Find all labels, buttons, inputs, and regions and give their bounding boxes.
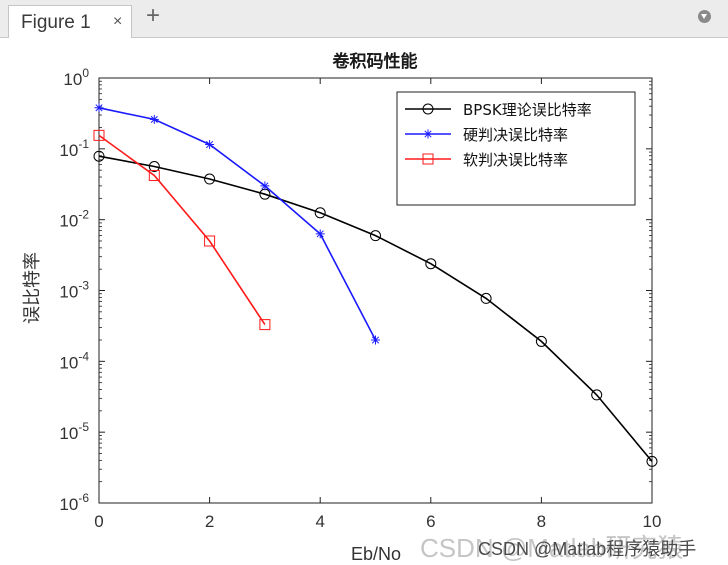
data-point-star bbox=[260, 181, 270, 191]
series-line bbox=[98, 155, 653, 462]
legend-label: 硬判决误比特率 bbox=[463, 126, 568, 144]
data-point-square bbox=[259, 319, 271, 331]
series-layer bbox=[93, 103, 658, 467]
series-line bbox=[98, 134, 266, 326]
legend-box bbox=[396, 91, 636, 206]
watermark-large: CSDN @Matlab研究猿 bbox=[420, 533, 684, 563]
y-tick-label: 10-4 bbox=[59, 349, 89, 372]
data-point-star bbox=[423, 129, 433, 139]
x-tick-label: 4 bbox=[315, 512, 324, 531]
data-point-star bbox=[371, 335, 380, 345]
series-2 bbox=[93, 129, 271, 331]
x-tick-label: 6 bbox=[426, 512, 435, 531]
y-tick-label: 100 bbox=[63, 66, 89, 89]
series-0 bbox=[93, 150, 658, 467]
data-point-circle bbox=[422, 103, 434, 115]
data-point-circle bbox=[480, 292, 492, 304]
x-tick-label: 8 bbox=[537, 512, 546, 531]
data-point-circle bbox=[425, 258, 437, 270]
data-point-square bbox=[204, 235, 216, 247]
series-line bbox=[98, 107, 377, 341]
legend-item: BPSK理论误比特率 bbox=[405, 101, 592, 119]
close-icon[interactable]: × bbox=[113, 13, 123, 30]
data-point-circle bbox=[646, 455, 658, 467]
data-point-circle bbox=[148, 161, 160, 173]
data-point-circle bbox=[93, 150, 105, 162]
data-point-star bbox=[205, 140, 215, 150]
legend-item: 软判决误比特率 bbox=[405, 151, 568, 169]
data-point-circle bbox=[591, 389, 603, 401]
data-point-star bbox=[315, 229, 325, 239]
y-tick-label: 10-6 bbox=[59, 491, 89, 514]
y-tick-label: 10-1 bbox=[59, 137, 89, 160]
data-point-circle bbox=[370, 230, 381, 242]
data-point-square bbox=[422, 153, 434, 165]
tab-label: Figure 1 bbox=[21, 12, 91, 33]
x-tick-label: 10 bbox=[643, 512, 662, 531]
chevron-down-icon[interactable] bbox=[698, 10, 711, 23]
legend-label: 软判决误比特率 bbox=[463, 151, 568, 169]
watermark-small: CSDN @Matlab程序猿助手 bbox=[478, 539, 697, 559]
figure-tab-bar: Figure 1 × + bbox=[0, 0, 728, 38]
data-point-square bbox=[93, 129, 105, 141]
data-point-circle bbox=[204, 173, 216, 185]
data-point-star bbox=[149, 114, 159, 124]
y-axis-label: 误比特率 bbox=[22, 252, 43, 324]
legend-item: 硬判决误比特率 bbox=[405, 126, 568, 144]
data-point-circle bbox=[314, 207, 326, 219]
x-tick-label: 0 bbox=[94, 512, 103, 531]
data-point-star bbox=[94, 103, 104, 113]
tab-figure-1[interactable]: Figure 1 × bbox=[8, 5, 132, 38]
chart-title: 卷积码性能 bbox=[332, 51, 418, 72]
add-tab-icon[interactable]: + bbox=[146, 2, 161, 29]
x-axis-label: Eb/No bbox=[351, 544, 401, 564]
y-tick-label: 10-5 bbox=[59, 420, 89, 443]
series-1 bbox=[94, 103, 380, 345]
data-point-square bbox=[148, 170, 160, 182]
data-point-circle bbox=[535, 335, 547, 347]
chart-canvas: 卷积码性能 0 2 4 6 8 10 100 10-1 10-2 10-3 10-4 10-5 10-6… bbox=[22, 51, 661, 564]
y-tick-label: 10-2 bbox=[59, 208, 89, 231]
x-tick-label: 2 bbox=[205, 512, 214, 531]
legend-label: BPSK理论误比特率 bbox=[463, 101, 592, 119]
y-tick-label: 10-3 bbox=[59, 279, 89, 302]
axes: 0 2 4 6 8 10 100 10-1 10-2 10-3 10-4 10-5 10-6 bbox=[59, 66, 661, 531]
